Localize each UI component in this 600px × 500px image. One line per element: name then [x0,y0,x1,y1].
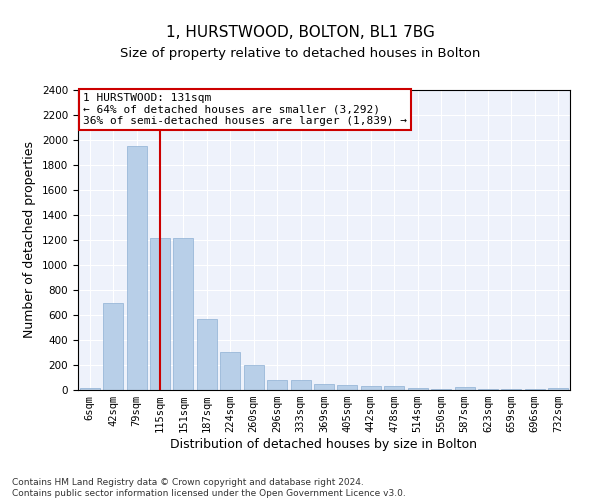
X-axis label: Distribution of detached houses by size in Bolton: Distribution of detached houses by size … [170,438,478,451]
Bar [220,352,240,390]
Bar [150,238,170,390]
Bar [197,319,217,390]
Bar [337,385,358,390]
Text: 1, HURSTWOOD, BOLTON, BL1 7BG: 1, HURSTWOOD, BOLTON, BL1 7BG [166,25,434,40]
Bar [408,388,428,390]
Bar [431,389,451,390]
Bar [385,386,404,390]
Bar [361,386,381,390]
Bar [455,387,475,390]
Bar [267,380,287,390]
Text: Contains HM Land Registry data © Crown copyright and database right 2024.
Contai: Contains HM Land Registry data © Crown c… [12,478,406,498]
Bar [244,365,263,390]
Bar [127,146,146,390]
Text: Size of property relative to detached houses in Bolton: Size of property relative to detached ho… [120,48,480,60]
Bar [548,388,568,390]
Y-axis label: Number of detached properties: Number of detached properties [23,142,37,338]
Bar [173,238,193,390]
Bar [103,302,123,390]
Text: 1 HURSTWOOD: 131sqm
← 64% of detached houses are smaller (3,292)
36% of semi-det: 1 HURSTWOOD: 131sqm ← 64% of detached ho… [83,93,407,126]
Bar [80,388,100,390]
Bar [290,380,311,390]
Bar [314,384,334,390]
